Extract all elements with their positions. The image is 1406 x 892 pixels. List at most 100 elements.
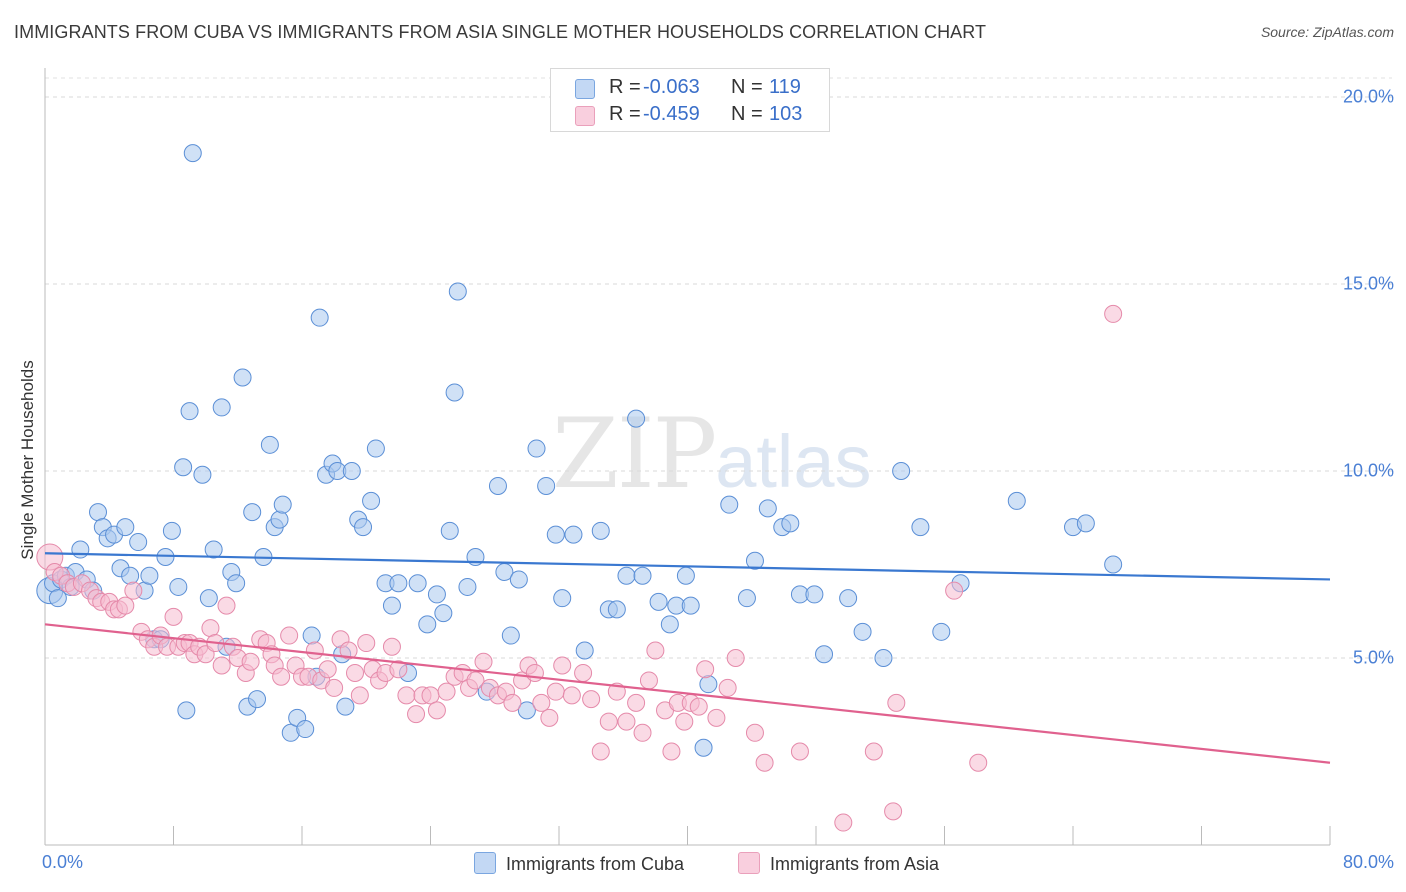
n-value: 119	[769, 76, 801, 98]
data-point	[212, 656, 231, 675]
data-point	[805, 585, 824, 604]
data-point	[407, 705, 426, 724]
watermark-atlas: atlas	[715, 420, 872, 503]
data-point	[1007, 491, 1026, 510]
data-point	[164, 607, 183, 626]
data-point	[488, 476, 507, 495]
stats-row-asia: R = -0.459 N = 103	[551, 102, 829, 128]
data-point	[174, 458, 193, 477]
legend-label-cuba: Immigrants from Cuba	[506, 854, 685, 874]
data-point	[627, 409, 646, 428]
data-point	[564, 525, 583, 544]
data-point	[553, 589, 572, 608]
data-point	[527, 439, 546, 458]
data-point	[474, 652, 493, 671]
data-point	[864, 742, 883, 761]
data-point	[440, 521, 459, 540]
data-point	[574, 663, 593, 682]
data-point	[689, 697, 708, 716]
data-point	[169, 577, 188, 596]
data-point	[116, 596, 135, 615]
data-point	[389, 660, 408, 679]
n-label: N =	[731, 76, 763, 98]
data-point	[421, 686, 440, 705]
data-point	[627, 693, 646, 712]
trend-lines	[44, 552, 1331, 764]
data-point	[675, 712, 694, 731]
legend-label-asia: Immigrants from Asia	[770, 854, 940, 874]
data-point	[737, 589, 756, 608]
y-tick-label: 15.0%	[1342, 273, 1394, 294]
data-point	[617, 566, 636, 585]
source-label: Source: ZipAtlas.com	[1260, 24, 1394, 40]
data-point	[745, 723, 764, 742]
data-point	[676, 566, 695, 585]
x-tick-label: 80.0%	[1342, 852, 1394, 872]
x-tick-label: 0.0%	[42, 852, 84, 872]
trend-line-cuba	[44, 552, 1331, 581]
data-point	[273, 495, 292, 514]
data-point	[448, 282, 467, 301]
data-point	[272, 667, 291, 686]
data-point	[633, 723, 652, 742]
r-label: R =	[609, 76, 641, 98]
data-point	[884, 802, 903, 821]
data-point	[591, 521, 610, 540]
axes	[44, 68, 1331, 846]
data-point	[318, 660, 337, 679]
data-point	[745, 551, 764, 570]
data-point	[694, 738, 713, 757]
gridlines	[45, 77, 1392, 659]
data-point	[582, 690, 601, 709]
data-point	[339, 641, 358, 660]
data-point	[389, 574, 408, 593]
data-point	[599, 712, 618, 731]
data-point	[525, 663, 544, 682]
data-point	[437, 682, 456, 701]
data-point	[193, 465, 212, 484]
data-point	[199, 589, 218, 608]
data-point	[755, 753, 774, 772]
y-tick-label: 20.0%	[1342, 86, 1394, 107]
legend-item-cuba[interactable]: Immigrants from Cuba	[474, 852, 684, 875]
data-point	[781, 514, 800, 533]
n-value: 103	[769, 103, 803, 125]
data-point	[892, 462, 911, 480]
data-point	[1104, 304, 1123, 323]
data-point	[853, 622, 872, 641]
data-point	[720, 495, 739, 514]
data-point	[305, 641, 324, 660]
data-point	[342, 462, 361, 480]
data-point	[204, 540, 223, 559]
data-point	[177, 701, 196, 720]
data-point	[815, 645, 834, 664]
data-point	[427, 585, 446, 604]
data-point	[48, 589, 67, 608]
data-point	[1076, 514, 1095, 533]
data-point	[466, 671, 485, 690]
data-point	[707, 708, 726, 727]
data-point	[758, 499, 777, 518]
data-point	[310, 308, 329, 327]
data-point	[183, 144, 202, 163]
data-point	[458, 577, 477, 596]
data-point	[434, 604, 453, 623]
data-point	[89, 503, 108, 522]
data-point	[726, 649, 745, 667]
data-point	[509, 570, 528, 589]
cuba-legend-swatch	[474, 852, 496, 874]
data-point	[233, 368, 252, 387]
data-point	[418, 615, 437, 634]
data-point	[270, 510, 289, 529]
data-point	[969, 753, 988, 772]
data-point	[639, 671, 658, 690]
n-label: N =	[731, 103, 763, 125]
cuba-swatch	[575, 79, 595, 99]
legend-item-asia[interactable]: Immigrants from Asia	[738, 852, 939, 875]
data-point	[445, 383, 464, 402]
data-point	[1104, 555, 1123, 574]
data-point	[607, 600, 626, 619]
y-axis-label: Single Mother Households	[18, 360, 37, 560]
data-point	[546, 525, 565, 544]
